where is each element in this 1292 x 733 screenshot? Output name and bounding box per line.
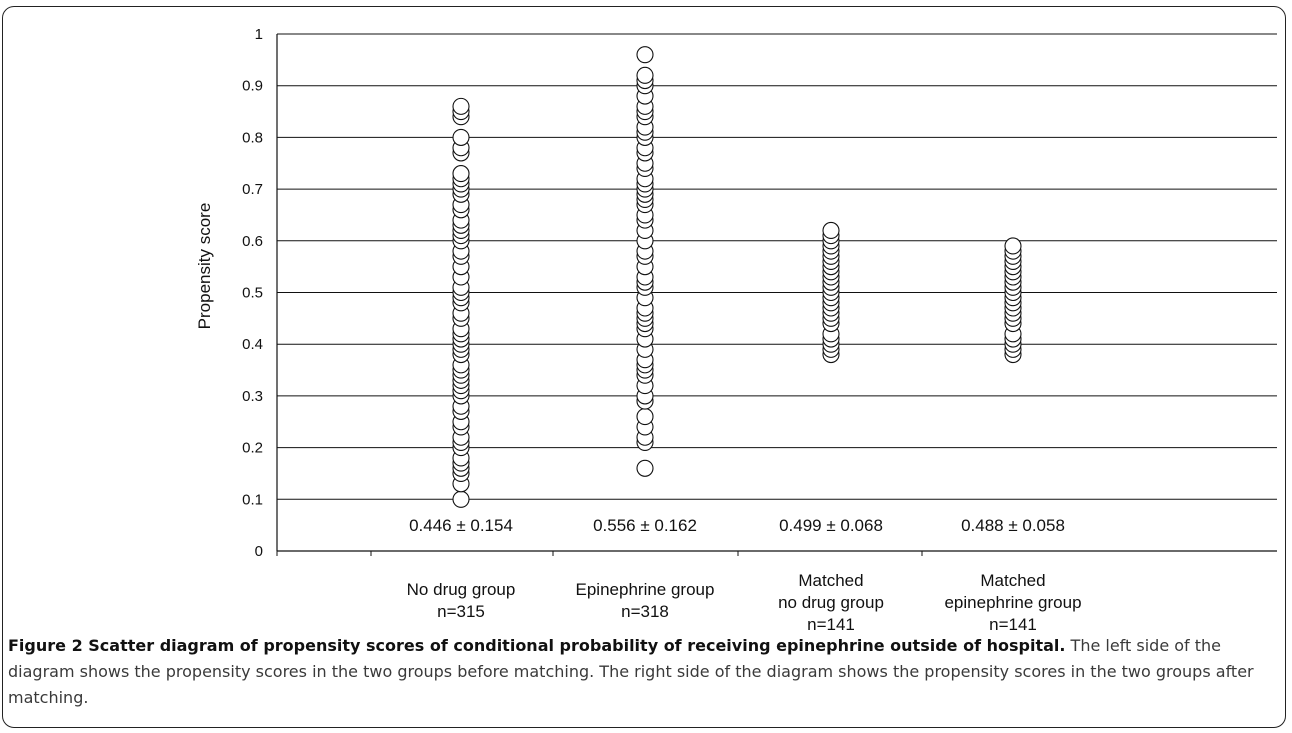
x-category-label: No drug group — [407, 580, 516, 599]
group-mean-sd-label: 0.446 ± 0.154 — [409, 516, 513, 535]
y-tick-label: 1 — [255, 26, 263, 43]
x-category-label: no drug group — [778, 593, 884, 612]
figure-caption: Figure 2 Scatter diagram of propensity s… — [8, 633, 1278, 711]
y-tick-label: 0.6 — [242, 233, 263, 250]
data-point — [636, 66, 654, 84]
gridlines — [277, 33, 1277, 500]
x-category-label: epinephrine group — [944, 593, 1081, 612]
data-point — [636, 408, 654, 426]
data-point — [452, 97, 470, 115]
x-category-label: Matched — [980, 571, 1045, 590]
x-category-label: Matched — [798, 571, 863, 590]
data-point — [452, 165, 470, 183]
y-axis-label: Propensity score — [195, 203, 214, 330]
x-category-label: n=315 — [437, 602, 485, 621]
data-point — [822, 221, 840, 240]
y-tick-label: 0.8 — [242, 129, 263, 146]
y-tick-label: 0 — [255, 543, 263, 560]
labels: 0 0.1 0.2 0.3 0.4 0.5 0.6 0.7 0.8 0.9 1 0.446 ± 0.1… — [242, 26, 1081, 630]
axes — [276, 34, 1277, 556]
data-point — [452, 128, 470, 146]
data-point — [636, 46, 654, 64]
y-tick-label: 0.5 — [242, 285, 263, 302]
y-tick-label: 0.7 — [242, 181, 263, 198]
group-mean-sd-label: 0.556 ± 0.162 — [593, 516, 697, 535]
y-tick-label: 0.1 — [242, 491, 263, 508]
scatter-chart: 0 0.1 0.2 0.3 0.4 0.5 0.6 0.7 0.8 0.9 1 0.446 ± 0.1… — [195, 26, 1277, 630]
group-mean-sd-label: 0.488 ± 0.058 — [961, 516, 1065, 535]
y-tick-label: 0.2 — [242, 440, 263, 457]
data-point — [1004, 237, 1022, 255]
y-tick-label: 0.9 — [242, 78, 263, 95]
x-category-label: n=141 — [989, 615, 1037, 630]
caption-title: Figure 2 Scatter diagram of propensity s… — [8, 636, 1066, 655]
group-mean-sd-label: 0.499 ± 0.068 — [779, 516, 883, 535]
caption-body: The left side of the diagram shows the p… — [8, 636, 1254, 707]
data-point — [636, 459, 654, 477]
data-points — [452, 46, 1022, 508]
x-category-label: Epinephrine group — [576, 580, 715, 599]
y-tick-label: 0.3 — [242, 388, 263, 405]
y-tick-label: 0.4 — [242, 336, 263, 353]
data-point — [452, 490, 470, 508]
x-category-label: n=141 — [807, 615, 855, 630]
x-category-label: n=318 — [621, 602, 669, 621]
